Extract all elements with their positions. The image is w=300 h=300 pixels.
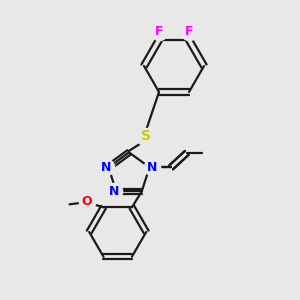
Text: N: N	[101, 161, 111, 174]
Text: F: F	[155, 25, 163, 38]
Text: O: O	[82, 195, 92, 208]
Text: N: N	[109, 185, 119, 198]
Text: N: N	[147, 161, 157, 174]
Text: S: S	[140, 130, 151, 143]
Text: F: F	[185, 25, 193, 38]
